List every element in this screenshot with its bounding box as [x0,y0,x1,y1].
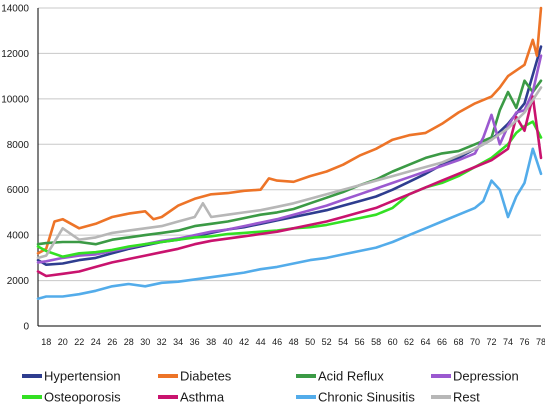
series-line-depression [36,54,543,264]
y-tick-label: 12000 [1,49,29,60]
legend-label: Chronic Sinusitis [318,390,415,405]
x-tick-label: 24 [91,337,101,347]
x-tick-label: 18 [41,337,51,347]
x-tick-label: 36 [190,337,200,347]
x-tick-label: 62 [404,337,414,347]
x-tick-label: 22 [74,337,84,347]
series-line-hypertension [36,45,543,266]
x-tick-label: 74 [503,337,513,347]
legend-label: Hypertension [44,369,121,384]
x-tick-label: 50 [305,337,315,347]
x-tick-label: 78 [536,337,545,347]
x-tick-label: 38 [206,337,216,347]
legend-label: Asthma [180,390,225,405]
series-line-acid-reflux [36,79,543,246]
x-tick-label: 70 [470,337,480,347]
x-tick-label: 52 [322,337,332,347]
x-tick-label: 30 [140,337,150,347]
y-tick-label: 2000 [7,276,30,287]
x-tick-label: 44 [256,337,266,347]
x-tick-label: 46 [272,337,282,347]
legend-label: Depression [453,369,519,384]
x-tick-label: 32 [157,337,167,347]
x-tick-label: 34 [173,337,183,347]
series-line-rest [36,86,543,260]
series-line-osteoporosis [36,120,543,258]
legend-label: Acid Reflux [318,369,384,384]
x-tick-label: 40 [223,337,233,347]
x-tick-label: 72 [487,337,497,347]
y-tick-label: 6000 [7,185,30,196]
y-tick-label: 14000 [1,4,29,15]
x-tick-label: 56 [355,337,365,347]
series-line-diabetes [36,6,543,255]
x-tick-label: 66 [437,337,447,347]
x-tick-label: 54 [338,337,348,347]
y-tick-label: 10000 [1,94,29,105]
x-tick-label: 26 [107,337,117,347]
x-tick-label: 76 [520,337,530,347]
x-tick-label: 60 [388,337,398,347]
x-tick-label: 20 [58,337,68,347]
legend-label: Diabetes [180,369,232,384]
x-tick-label: 28 [124,337,134,347]
x-tick-label: 48 [289,337,299,347]
legend-label: Rest [453,390,480,405]
y-tick-label: 8000 [7,140,30,151]
x-tick-label: 64 [421,337,431,347]
series-line-asthma [36,95,543,278]
y-tick-label: 0 [23,322,29,333]
x-tick-label: 68 [454,337,464,347]
y-tick-label: 4000 [7,231,30,242]
x-tick-label: 42 [239,337,249,347]
x-tick-label: 58 [371,337,381,347]
series-line-chronic-sinusitis [36,147,543,300]
legend-label: Osteoporosis [44,390,121,405]
